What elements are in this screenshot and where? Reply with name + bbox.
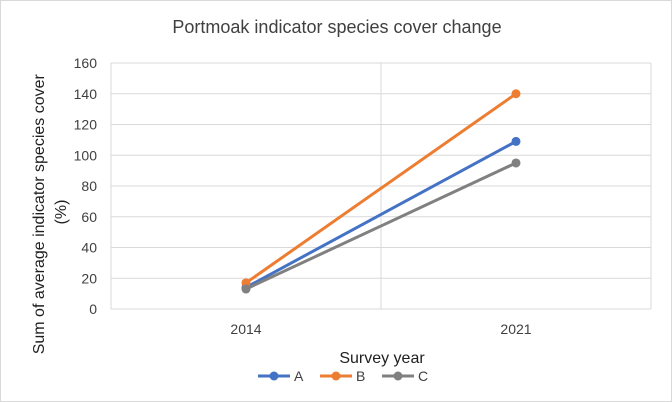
y-tick-label-40: 40	[81, 240, 97, 256]
legend-marker-B	[331, 371, 341, 381]
series-line-C	[245, 161, 517, 291]
y-axis-ticks: 0 20 40 60 80 100 120 140 160	[74, 55, 98, 317]
y-tick-label-60: 60	[81, 209, 97, 225]
legend-label-C: C	[418, 368, 428, 384]
data-point-C-2021	[511, 158, 521, 168]
data-point-A-2021	[511, 136, 521, 146]
x-axis-title: Survey year	[339, 350, 425, 367]
y-axis-title-line-2: (%)	[53, 200, 70, 225]
y-tick-label-140: 140	[74, 86, 98, 102]
y-tick-label-20: 20	[81, 270, 97, 286]
series-layer	[241, 89, 521, 294]
data-point-B-2014	[241, 278, 251, 288]
legend-marker-C	[393, 371, 403, 381]
y-tick-label-80: 80	[81, 178, 97, 194]
y-tick-label-160: 160	[74, 55, 98, 71]
y-tick-label-120: 120	[74, 117, 98, 133]
y-tick-label-0: 0	[89, 301, 97, 317]
data-point-B-2021	[511, 89, 521, 99]
legend-marker-A	[269, 371, 279, 381]
x-tick-label-2021: 2021	[500, 321, 531, 337]
y-tick-label-100: 100	[74, 147, 98, 163]
legend-label-A: A	[294, 368, 304, 384]
chart-title: Portmoak indicator species cover change	[172, 17, 501, 37]
y-axis-title: Sum of average indicator species cover (…	[31, 70, 70, 355]
gridlines	[110, 62, 652, 310]
legend: A B C	[258, 368, 428, 384]
x-tick-label-2014: 2014	[230, 321, 261, 337]
series-line-A	[245, 140, 517, 289]
series-line-B	[245, 92, 517, 285]
x-axis-ticks: 2014 2021	[230, 321, 531, 337]
y-axis-title-line-1: Sum of average indicator species cover	[31, 73, 48, 354]
data-point-C-2014	[241, 284, 251, 294]
legend-label-B: B	[356, 368, 365, 384]
